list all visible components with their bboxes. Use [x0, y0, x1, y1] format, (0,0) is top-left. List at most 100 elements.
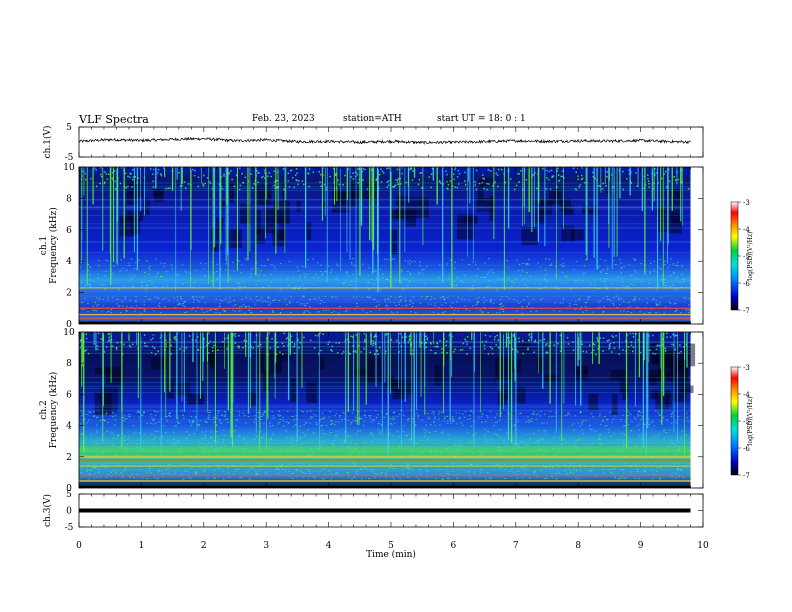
noise-speckle — [380, 168, 382, 171]
noise-speckle — [665, 332, 668, 334]
transmitter-band — [79, 459, 691, 461]
noise-speckle — [640, 263, 642, 265]
noise-speckle — [225, 454, 228, 456]
noise-speckle — [438, 411, 441, 413]
noise-speckle — [461, 298, 463, 300]
noise-speckle — [418, 178, 421, 181]
noise-speckle — [628, 412, 631, 414]
noise-speckle — [220, 422, 223, 424]
noise-speckle — [228, 476, 230, 478]
transmitter-band — [79, 455, 691, 458]
noise-speckle — [108, 333, 110, 335]
noise-speckle — [479, 309, 482, 311]
noise-speckle — [496, 434, 498, 436]
noise-speckle — [472, 284, 474, 286]
noise-speckle — [602, 182, 604, 185]
noise-speckle — [107, 340, 110, 342]
noise-speckle — [281, 464, 284, 466]
noise-speckle — [291, 415, 294, 417]
noise-speckle — [158, 306, 161, 308]
noise-speckle — [465, 309, 467, 311]
noise-speckle — [592, 454, 595, 456]
noise-speckle — [397, 183, 399, 186]
noise-speckle — [100, 167, 102, 169]
noise-speckle — [557, 342, 559, 345]
noise-speckle — [287, 172, 290, 175]
noise-speckle — [95, 424, 98, 426]
noise-speckle — [186, 281, 188, 283]
noise-speckle — [558, 472, 560, 474]
noise-speckle — [204, 452, 207, 454]
noise-speckle — [298, 451, 300, 453]
noise-speckle — [278, 410, 280, 412]
dark-patch — [489, 196, 494, 221]
noise-speckle — [93, 343, 95, 345]
noise-speckle — [305, 422, 308, 424]
noise-speckle — [409, 280, 411, 282]
noise-speckle — [334, 174, 337, 176]
noise-speckle — [471, 463, 473, 465]
noise-speckle — [447, 297, 449, 299]
noise-speckle — [623, 300, 625, 302]
noise-speckle — [372, 342, 375, 345]
noise-speckle — [157, 350, 159, 353]
noise-speckle — [232, 334, 235, 336]
noise-speckle — [575, 446, 577, 448]
noise-speckle — [268, 172, 271, 174]
noise-speckle — [372, 469, 374, 471]
noise-speckle — [427, 416, 429, 418]
noise-speckle — [635, 463, 638, 465]
noise-speckle — [204, 302, 206, 304]
noise-speckle — [197, 349, 200, 351]
noise-speckle — [111, 273, 113, 275]
noise-speckle — [675, 477, 677, 479]
noise-speckle — [329, 175, 331, 178]
noise-speckle — [90, 177, 92, 180]
noise-speckle — [131, 473, 134, 475]
noise-speckle — [96, 431, 98, 433]
noise-speckle — [312, 452, 315, 454]
noise-speckle — [626, 418, 629, 420]
noise-speckle — [148, 267, 150, 269]
noise-speckle — [493, 452, 496, 454]
noise-speckle — [238, 411, 240, 413]
noise-speckle — [379, 431, 381, 433]
noise-speckle — [609, 342, 612, 345]
noise-speckle — [640, 280, 643, 282]
noise-speckle — [504, 469, 506, 471]
noise-speckle — [167, 464, 169, 466]
noise-speckle — [84, 413, 87, 415]
noise-speckle — [392, 478, 395, 480]
noise-speckle — [89, 279, 91, 281]
noise-speckle — [176, 300, 179, 302]
noise-speckle — [480, 412, 483, 414]
noise-speckle — [102, 450, 104, 452]
noise-speckle — [218, 419, 220, 421]
noise-speckle — [678, 445, 680, 447]
noise-speckle — [561, 271, 564, 273]
noise-speckle — [536, 187, 538, 190]
noise-speckle — [156, 478, 159, 480]
noise-speckle — [242, 182, 244, 184]
noise-speckle — [192, 168, 194, 171]
noise-speckle — [206, 421, 208, 423]
noise-speckle — [390, 295, 393, 297]
noise-speckle — [90, 411, 92, 413]
noise-speckle — [330, 473, 333, 475]
noise-speckle — [313, 433, 316, 435]
noise-speckle — [238, 260, 240, 262]
noise-speckle — [281, 308, 283, 310]
noise-speckle — [226, 418, 229, 420]
noise-speckle — [611, 422, 613, 424]
noise-speckle — [181, 410, 183, 412]
noise-speckle — [321, 274, 324, 276]
ch1-spectrogram-y-tick-label: 10 — [63, 163, 75, 173]
noise-speckle — [85, 448, 87, 450]
noise-speckle — [418, 478, 420, 480]
noise-speckle — [513, 282, 515, 284]
noise-speckle — [91, 451, 94, 453]
noise-speckle — [472, 452, 474, 454]
noise-speckle — [678, 449, 681, 451]
low-freq-strip — [79, 321, 691, 324]
noise-speckle — [643, 187, 645, 190]
